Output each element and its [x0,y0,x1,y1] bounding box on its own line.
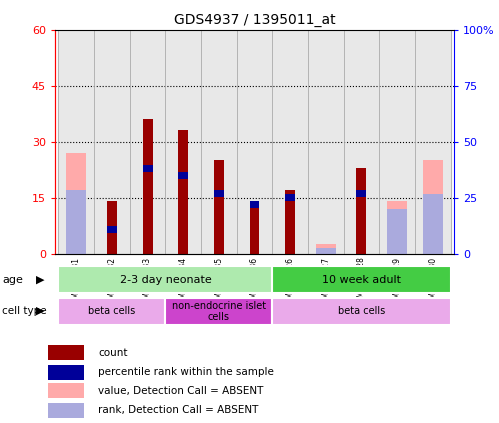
Bar [415,30,451,254]
Bar [285,195,295,201]
Bar [379,30,415,254]
Bar [285,190,295,254]
Bar [316,244,335,254]
Bar [165,297,272,325]
Bar [201,30,237,254]
Text: 10 week adult: 10 week adult [322,275,401,285]
Bar [356,190,366,197]
Bar [165,30,201,254]
Text: ▶: ▶ [36,275,44,285]
Text: 2-3 day neonate: 2-3 day neonate [119,275,211,285]
Title: GDS4937 / 1395011_at: GDS4937 / 1395011_at [174,13,335,27]
Bar [58,297,165,325]
Text: percentile rank within the sample: percentile rank within the sample [98,367,274,377]
Text: value, Detection Call = ABSENT: value, Detection Call = ABSENT [98,386,263,396]
Bar [66,190,86,254]
Bar [237,30,272,254]
Bar [47,345,84,360]
Bar [316,248,335,254]
Bar [47,365,84,380]
Bar [58,30,94,254]
Text: beta cells: beta cells [338,306,385,316]
Text: count: count [98,348,128,358]
Bar [130,30,165,254]
Bar [423,194,443,254]
Bar [143,119,153,254]
Bar [423,160,443,254]
Bar [178,172,188,179]
Text: non-endocrine islet
cells: non-endocrine islet cells [172,300,266,322]
Bar [344,30,379,254]
Bar [272,266,451,294]
Bar [272,30,308,254]
Bar [250,205,259,254]
Bar [107,226,117,233]
Bar [178,130,188,254]
Bar [387,201,407,254]
Bar [94,30,130,254]
Bar [214,190,224,197]
Bar [66,153,86,254]
Bar [47,383,84,398]
Bar [308,30,344,254]
Bar [356,168,366,254]
Bar [107,201,117,254]
Bar [143,165,153,172]
Bar [58,266,272,294]
Bar [214,160,224,254]
Bar [250,201,259,208]
Text: rank, Detection Call = ABSENT: rank, Detection Call = ABSENT [98,405,258,415]
Bar [47,403,84,418]
Bar [272,297,451,325]
Text: cell type: cell type [2,306,47,316]
Text: ▶: ▶ [36,306,44,316]
Bar [387,209,407,254]
Text: age: age [2,275,23,285]
Text: beta cells: beta cells [88,306,136,316]
